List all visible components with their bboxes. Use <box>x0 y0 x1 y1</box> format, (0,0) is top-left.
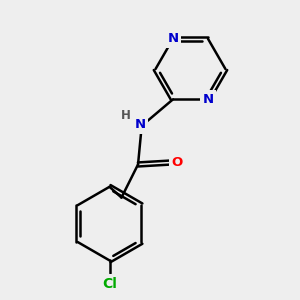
Text: Cl: Cl <box>102 277 117 291</box>
Text: N: N <box>167 32 178 45</box>
Text: H: H <box>121 109 131 122</box>
Text: N: N <box>202 93 214 106</box>
Text: N: N <box>134 118 146 131</box>
Text: O: O <box>172 156 183 169</box>
